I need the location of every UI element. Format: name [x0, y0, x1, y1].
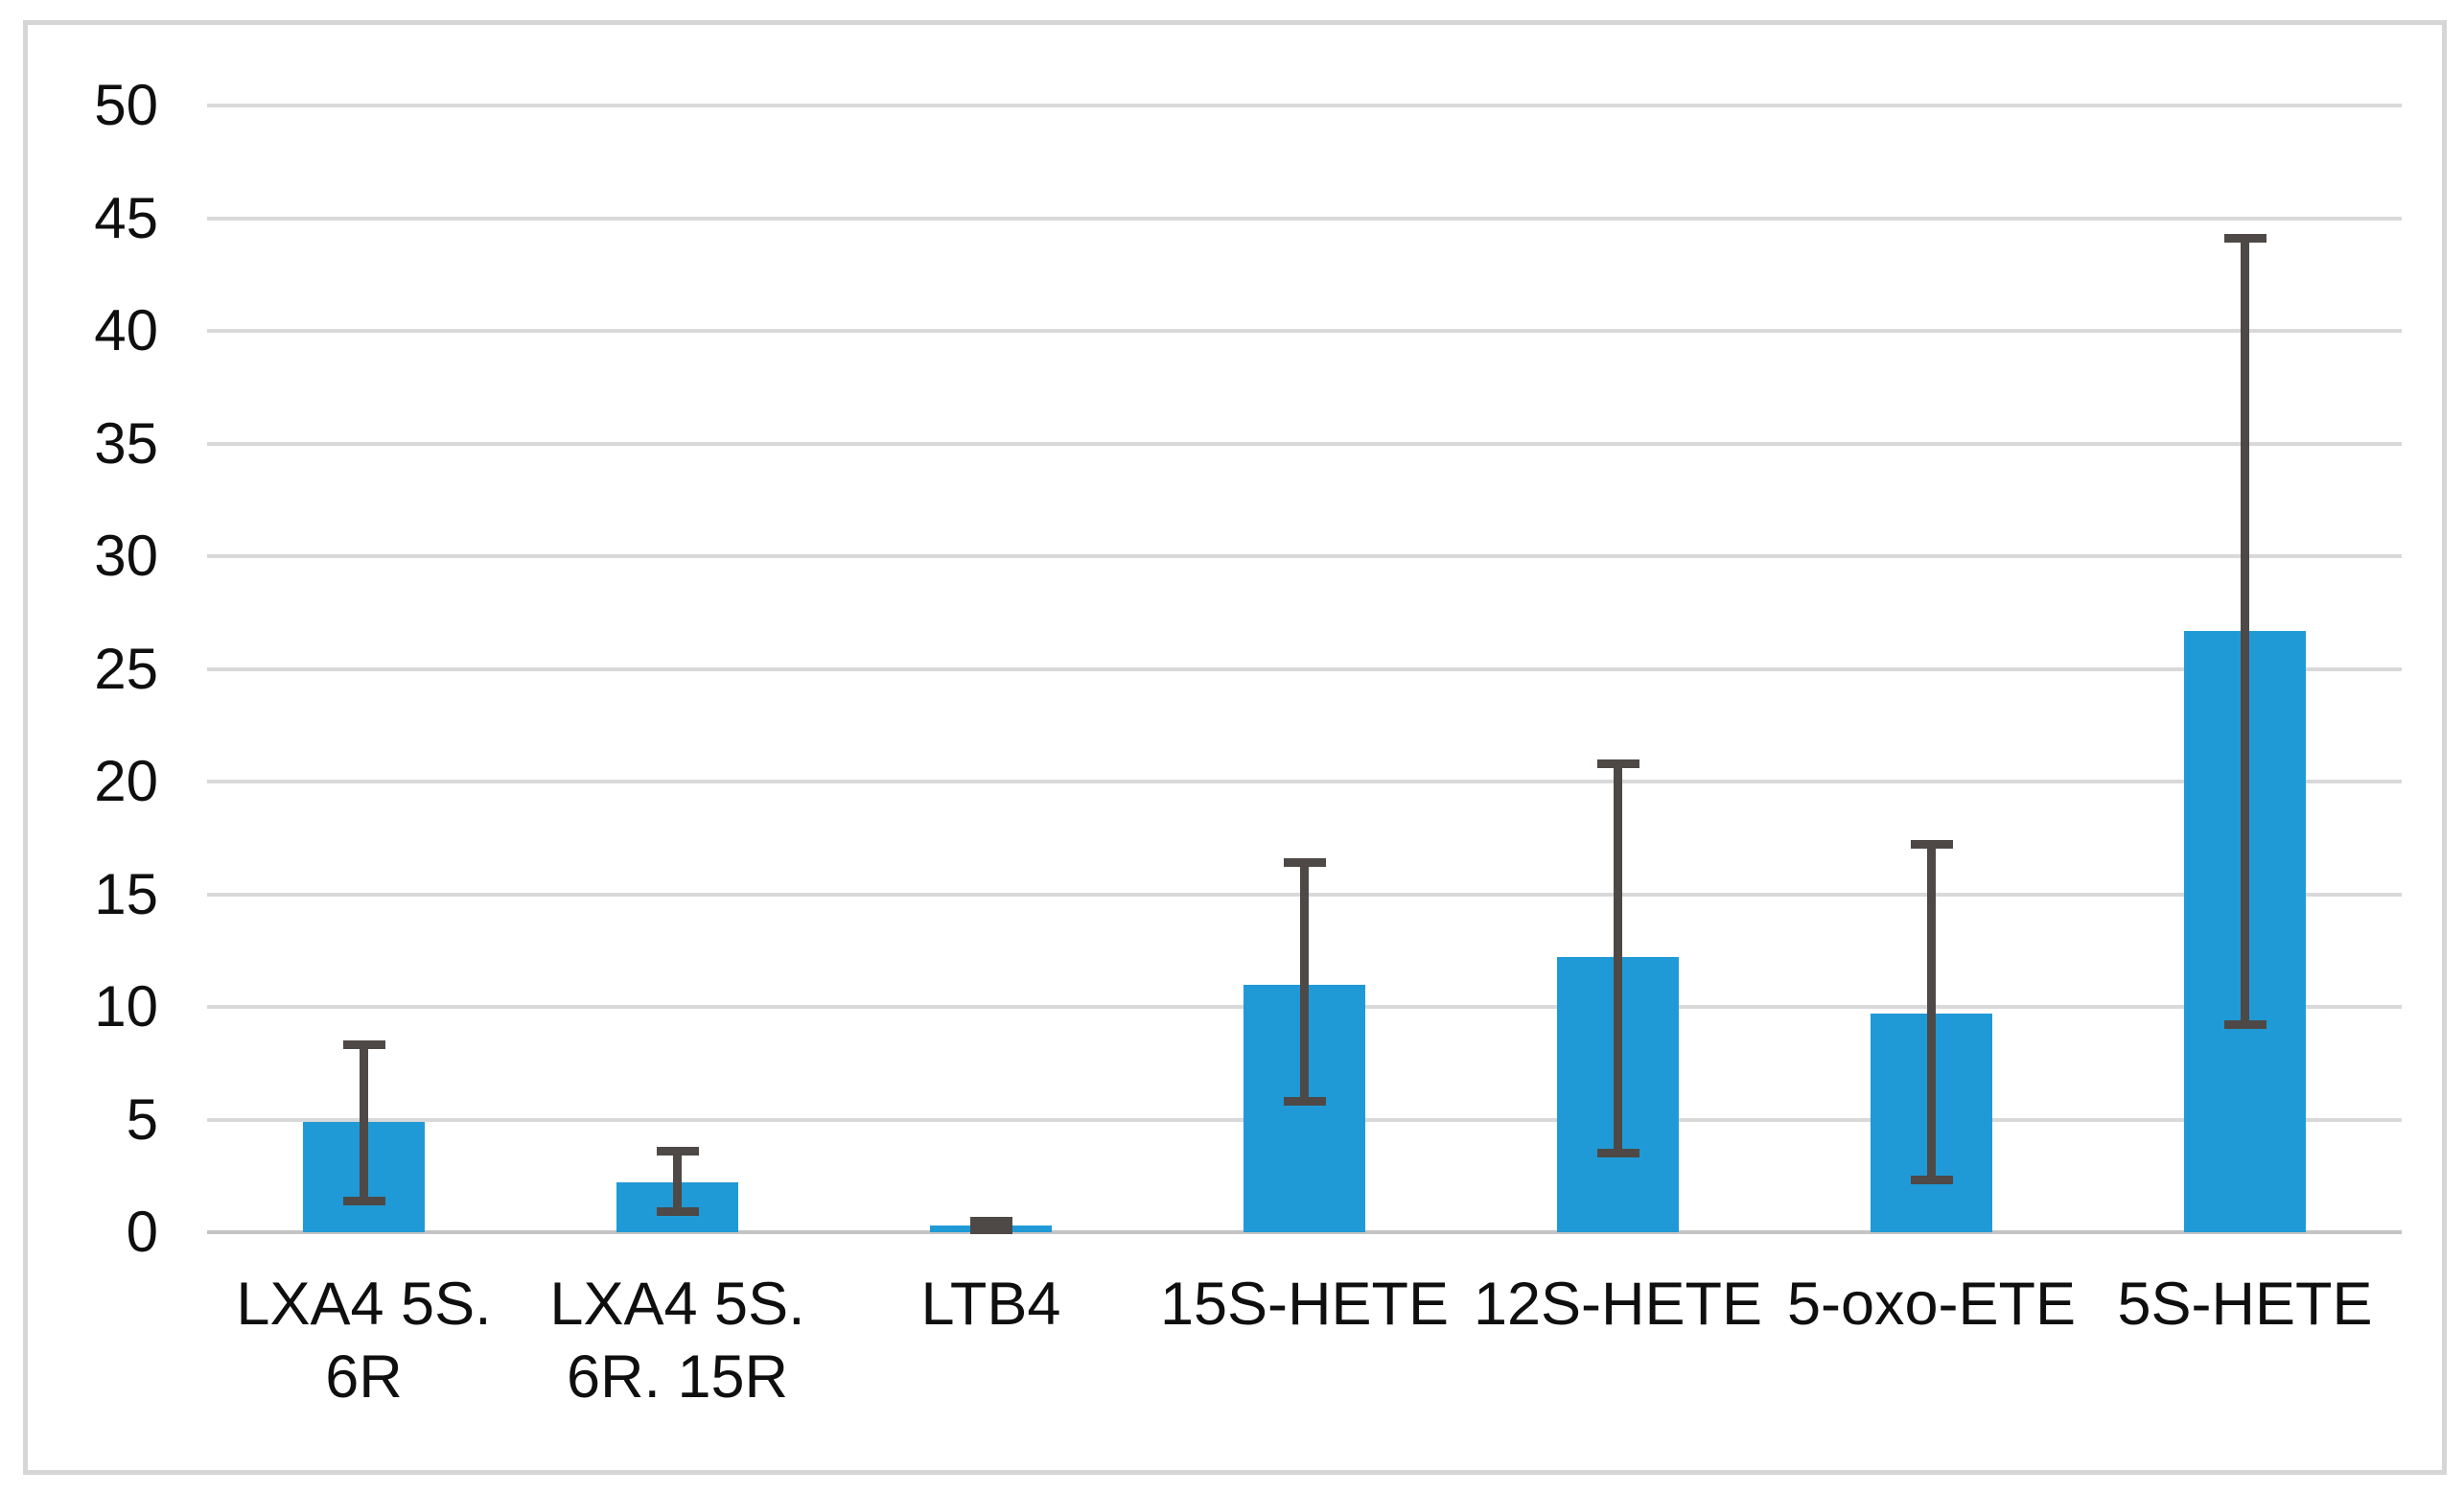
x-category-label: 12S-HETE	[1407, 1268, 1829, 1341]
error-bar-cap-bottom	[969, 1226, 1012, 1235]
gridline	[207, 104, 2402, 107]
y-tick-label: 15	[94, 861, 158, 926]
x-category-label: LTB4	[780, 1268, 1202, 1341]
x-category-label-line: 5-oxo-ETE	[1786, 1271, 2077, 1338]
gridline	[207, 216, 2402, 221]
y-tick-label: 45	[94, 185, 158, 250]
error-bar-cap-bottom	[1910, 1176, 1953, 1185]
error-bar-line	[360, 1044, 368, 1202]
error-bar-cap-bottom	[1283, 1097, 1326, 1107]
error-bar-cap-top	[1283, 858, 1326, 868]
y-tick-label: 10	[94, 974, 158, 1039]
error-bar-cap-bottom	[2223, 1020, 2266, 1030]
error-bar-line	[1614, 763, 1622, 1154]
y-tick-label: 40	[94, 298, 158, 362]
gridline	[207, 441, 2402, 446]
x-category-label: 5S-HETE	[2034, 1268, 2456, 1341]
error-bar-cap-bottom	[342, 1196, 385, 1205]
error-bar-line	[673, 1151, 682, 1212]
error-bar-cap-top	[1910, 840, 1953, 850]
x-category-label-line: 6R. 15R	[566, 1343, 789, 1411]
error-bar-line	[987, 1221, 995, 1230]
baseline-gridline	[207, 1230, 2402, 1234]
x-category-label: LXA4 5S. 6R	[153, 1268, 575, 1413]
y-tick-label: 25	[94, 636, 158, 701]
x-category-label: 5-oxo-ETE	[1721, 1268, 2143, 1341]
error-bar-line	[1300, 862, 1309, 1102]
y-tick-label: 35	[94, 410, 158, 476]
x-category-label: 15S-HETE	[1094, 1268, 1516, 1341]
error-bar-line	[2241, 238, 2249, 1025]
x-category-label-line: 12S-HETE	[1473, 1271, 1763, 1338]
gridline	[207, 554, 2402, 558]
y-tick-label: 20	[94, 749, 158, 813]
gridline	[207, 666, 2402, 671]
gridline	[207, 329, 2402, 333]
error-bar-cap-top	[656, 1146, 699, 1156]
y-tick-label: 0	[126, 1200, 158, 1264]
error-bar-cap-top	[2223, 234, 2266, 244]
error-bar-cap-top	[1596, 759, 1639, 768]
error-bar-cap-top	[969, 1216, 1012, 1226]
error-bar-cap-bottom	[656, 1207, 699, 1217]
x-category-label-line: 6R	[325, 1343, 403, 1411]
error-bar-cap-top	[342, 1040, 385, 1050]
x-category-label-line: 15S-HETE	[1159, 1271, 1450, 1338]
x-category-label-line: LXA4 5S.	[549, 1271, 805, 1338]
x-category-label: LXA4 5S. 6R. 15R	[467, 1268, 889, 1413]
y-tick-label: 50	[94, 73, 158, 137]
x-category-label-line: LTB4	[920, 1271, 1061, 1338]
x-category-label-line: LXA4 5S.	[236, 1271, 492, 1338]
error-bar-cap-bottom	[1596, 1149, 1639, 1158]
x-category-label-line: 5S-HETE	[2117, 1271, 2373, 1338]
y-tick-label: 30	[94, 524, 158, 588]
error-bar-line	[1927, 844, 1936, 1180]
gridline	[207, 780, 2402, 783]
y-tick-label: 5	[126, 1086, 158, 1152]
